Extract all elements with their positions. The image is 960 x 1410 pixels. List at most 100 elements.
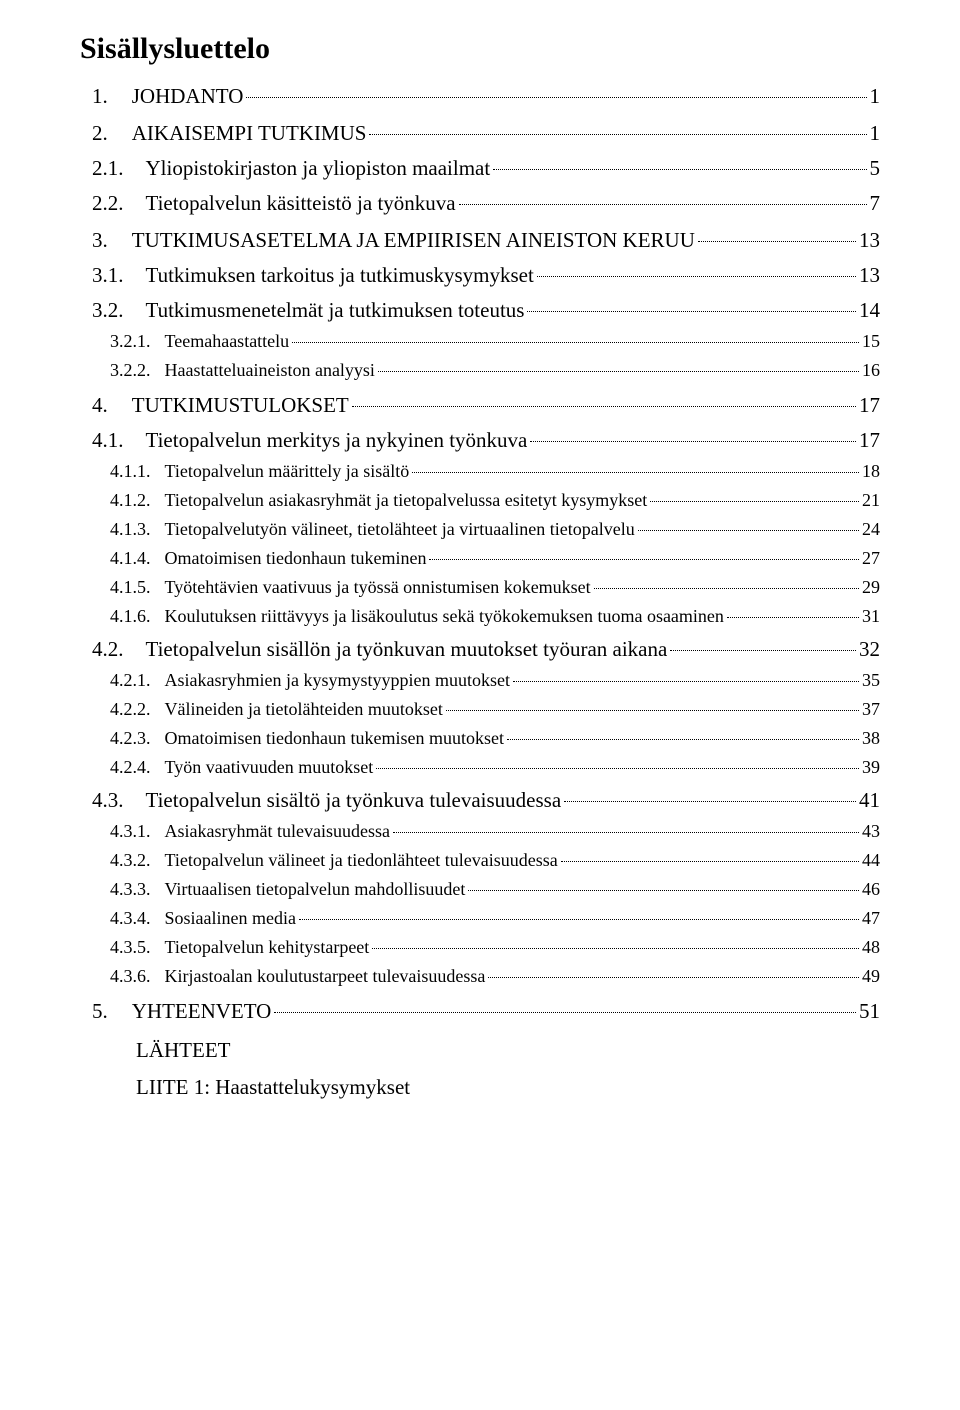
toc-page-number: 1 [870,84,881,109]
toc-number: 4.3.2. [110,850,151,871]
toc-number: 3.2.1. [110,331,151,352]
toc-leader-dots [698,241,856,242]
toc-label: 3.2.Tutkimusmenetelmät ja tutkimuksen to… [80,298,524,323]
toc-label: 2.2.Tietopalvelun käsitteistö ja työnkuv… [80,191,456,216]
toc-label: 4.2.Tietopalvelun sisällön ja työnkuvan … [80,637,667,662]
toc-entry[interactable]: 3. TUTKIMUSASETELMA JA EMPIIRISEN AINEIST… [80,228,880,253]
toc-entry[interactable]: 4.2.4.Työn vaativuuden muutokset39 [80,757,880,778]
toc-text: Tietopalvelun kehitystarpeet [165,937,370,957]
toc-entry[interactable]: 4.1.6.Koulutuksen riittävyys ja lisäkoul… [80,606,880,627]
toc-label: 4.3.2.Tietopalvelun välineet ja tiedonlä… [80,850,558,871]
toc-label: 4.2.3.Omatoimisen tiedonhaun tukemisen m… [80,728,504,749]
toc-leader-dots [727,617,859,618]
toc-leader-dots [507,739,859,740]
toc-page-number: 44 [862,850,880,871]
toc-entry[interactable]: 4.2.3.Omatoimisen tiedonhaun tukemisen m… [80,728,880,749]
toc-entry[interactable]: 4.1.4.Omatoimisen tiedonhaun tukeminen27 [80,548,880,569]
toc-entry[interactable]: 4.TUTKIMUSTULOKSET17 [80,393,880,418]
toc-page-number: 5 [870,156,881,181]
toc-number: 4.1.2. [110,490,151,511]
toc-leader-dots [493,169,866,170]
toc-label: 4.1.2.Tietopalvelun asiakasryhmät ja tie… [80,490,647,511]
toc-entry[interactable]: 1.JOHDANTO1 [80,84,880,109]
toc-number: 4.1.4. [110,548,151,569]
toc-entry[interactable]: 3.2.2.Haastatteluaineiston analyysi16 [80,360,880,381]
toc-entry[interactable]: 4.3.3.Virtuaalisen tietopalvelun mahdoll… [80,879,880,900]
toc-leader-dots [393,832,859,833]
toc-entry[interactable]: 4.1.2.Tietopalvelun asiakasryhmät ja tie… [80,490,880,511]
toc-text: Asiakasryhmien ja kysymystyyppien muutok… [165,670,510,690]
toc-leader-dots [352,406,856,407]
toc-label: 4.1.5.Työtehtävien vaativuus ja työssä o… [80,577,591,598]
toc-label: 4.3.4.Sosiaalinen media [80,908,296,929]
toc-text: Tietopalvelun määrittely ja sisältö [165,461,410,481]
toc-text: TUTKIMUSASETELMA JA EMPIIRISEN AINEISTON… [132,228,695,252]
toc-leader-dots [594,588,859,589]
toc-number: 4.1.1. [110,461,151,482]
toc-label: 2.AIKAISEMPI TUTKIMUS [80,121,366,146]
toc-entry[interactable]: 3.2.1.Teemahaastattelu15 [80,331,880,352]
toc-label: 4.TUTKIMUSTULOKSET [80,393,349,418]
toc-entry[interactable]: 2.1.Yliopistokirjaston ja yliopiston maa… [80,156,880,181]
toc-number: 4.1. [92,428,124,453]
toc-entry[interactable]: 4.3.1. Asiakasryhmät tulevaisuudessa 43 [80,821,880,842]
toc-entry[interactable]: 4.2.2.Välineiden ja tietolähteiden muuto… [80,699,880,720]
toc-number: 4.3.6. [110,966,151,987]
toc-number: 4.3.4. [110,908,151,929]
toc-text: YHTEENVETO [132,999,272,1023]
toc-entry[interactable]: 4.3.5.Tietopalvelun kehitystarpeet48 [80,937,880,958]
toc-entry[interactable]: 4.1.1. Tietopalvelun määrittely ja sisält… [80,461,880,482]
toc-number: 3.2. [92,298,124,323]
toc-entry[interactable]: 4.1.5.Työtehtävien vaativuus ja työssä o… [80,577,880,598]
toc-entry[interactable]: 5.YHTEENVETO51 [80,999,880,1024]
toc-number: 4.3.1. [110,821,151,842]
toc-leader-dots [670,650,856,651]
toc-text: Asiakasryhmät tulevaisuudessa [165,821,390,841]
toc-entry[interactable]: 2.AIKAISEMPI TUTKIMUS 1 [80,121,880,146]
toc-leader-dots [274,1012,856,1013]
toc-entry[interactable]: 2.2.Tietopalvelun käsitteistö ja työnkuv… [80,191,880,216]
toc-number: 4.2.1. [110,670,151,691]
toc-leader-dots [527,311,856,312]
toc-page-number: 35 [862,670,880,691]
toc-text: Työn vaativuuden muutokset [165,757,374,777]
toc-number: 3. [92,228,108,253]
toc-entry[interactable]: 4.2.1. Asiakasryhmien ja kysymystyyppien … [80,670,880,691]
toc-entry[interactable]: 3.1.Tutkimuksen tarkoitus ja tutkimuskys… [80,263,880,288]
toc-entry[interactable]: 4.3. Tietopalvelun sisältö ja työnkuva tu… [80,788,880,813]
toc-label: 4.1.Tietopalvelun merkitys ja nykyinen t… [80,428,527,453]
toc-text: AIKAISEMPI TUTKIMUS [132,121,367,145]
toc-entry[interactable]: 4.1.Tietopalvelun merkitys ja nykyinen t… [80,428,880,453]
toc-number: 5. [92,999,108,1024]
toc-label: 4.2.2.Välineiden ja tietolähteiden muuto… [80,699,443,720]
toc-leader-dots [561,861,859,862]
toc-text: TUTKIMUSTULOKSET [132,393,349,417]
toc-entry[interactable]: 4.3.4.Sosiaalinen media 47 [80,908,880,929]
toc-label: 4.2.4.Työn vaativuuden muutokset [80,757,373,778]
toc-label: 4.2.1. Asiakasryhmien ja kysymystyyppien … [80,670,510,691]
toc-entry[interactable]: 3.2.Tutkimusmenetelmät ja tutkimuksen to… [80,298,880,323]
toc-number: 4.3.5. [110,937,151,958]
toc-number: 4.3. [92,788,124,813]
toc-page-number: 49 [862,966,880,987]
toc-entry[interactable]: 4.1.3.Tietopalvelutyön välineet, tietolä… [80,519,880,540]
toc-leader-dots [564,801,856,802]
toc-page-number: 1 [870,121,881,146]
toc-leader-dots [372,948,859,949]
toc-leader-dots [246,97,866,98]
toc-label: 4.3.5. Tietopalvelun kehitystarpeet [80,937,369,958]
toc-leader-dots [459,204,867,205]
toc-leader-dots [530,441,856,442]
toc-entry[interactable]: 4.3.2.Tietopalvelun välineet ja tiedonlä… [80,850,880,871]
toc-page-number: 24 [862,519,880,540]
toc-entry[interactable]: 4.3.6.Kirjastoalan koulutustarpeet tulev… [80,966,880,987]
toc-text: Tietopalvelutyön välineet, tietolähteet … [165,519,635,539]
toc-text: Omatoimisen tiedonhaun tukeminen [165,548,427,568]
toc-number: 3.1. [92,263,124,288]
toc-entry[interactable]: 4.2.Tietopalvelun sisällön ja työnkuvan … [80,637,880,662]
toc-text: Omatoimisen tiedonhaun tukemisen muutoks… [165,728,504,748]
toc-text: Tietopalvelun sisältö ja työnkuva tuleva… [146,788,562,812]
toc-text: Koulutuksen riittävyys ja lisäkoulutus s… [165,606,724,626]
toc-text: Teemahaastattelu [165,331,290,351]
toc-page-number: 43 [862,821,880,842]
